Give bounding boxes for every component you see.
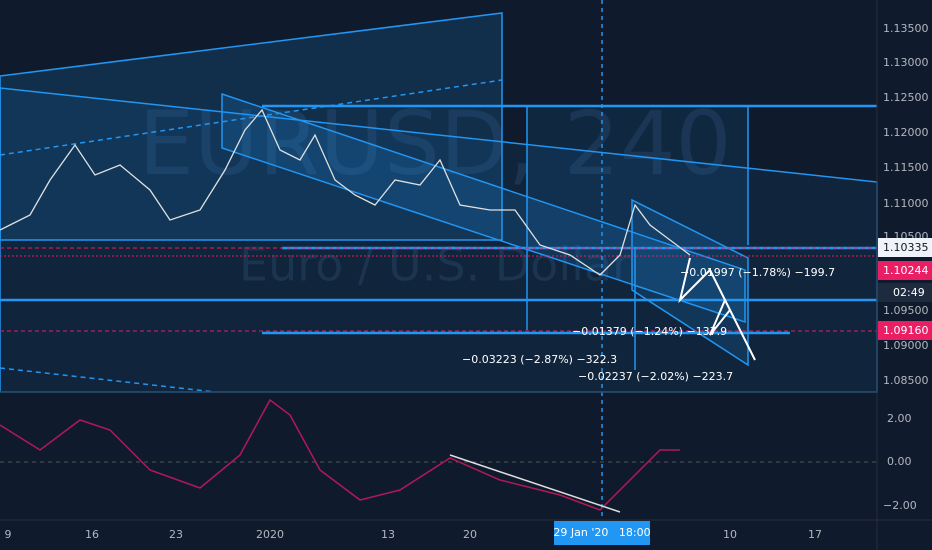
- crosshair-label: 29 Jan '20 18:00: [553, 526, 650, 539]
- tick-label: 1.13500: [883, 22, 929, 35]
- tick-label: 9: [5, 528, 12, 541]
- price-axis: 1.13500 1.13000 1.12500 1.12000 1.11500 …: [878, 22, 932, 387]
- tick-label: 2.00: [887, 412, 912, 425]
- channel: [0, 12, 503, 241]
- price-label: 02:49: [893, 286, 925, 299]
- watermark-name: Euro / U.S. Dollar: [239, 238, 631, 292]
- measure-label: −0.01997 (−1.78%) −199.7: [680, 266, 835, 279]
- channel: [221, 92, 746, 324]
- tick-label: 0.00: [887, 455, 912, 468]
- watermark-symbol: EURUSD, 240: [138, 92, 731, 195]
- mid-line: [0, 367, 216, 393]
- trend-arrow: [449, 454, 621, 513]
- measure-label: −0.02237 (−2.02%) −223.7: [578, 370, 733, 383]
- oscillator: [0, 398, 680, 511]
- range: [527, 106, 749, 246]
- tick-label: 23: [169, 528, 183, 541]
- measure-labels: −0.01997 (−1.78%) −199.7 −0.01379 (−1.24…: [462, 266, 835, 383]
- oscillator-axis: 2.00 0.00 −2.00: [883, 412, 917, 512]
- tick-label: 1.12000: [883, 126, 929, 139]
- measure-label: −0.01379 (−1.24%) −137.9: [572, 325, 727, 338]
- tick-label: 1.13000: [883, 56, 929, 69]
- drawings: [0, 0, 878, 520]
- price-label: 1.09160: [883, 324, 929, 337]
- crosshair-badge: [554, 521, 650, 545]
- tick-label: 1.09000: [883, 339, 929, 352]
- tick-label: 1.12500: [883, 91, 929, 104]
- time-axis: 9 16 23 2020 13 20 10 17 29 Jan '20 18:0…: [5, 521, 822, 545]
- price-label: 1.10335: [883, 241, 929, 254]
- tick-label: 2020: [256, 528, 284, 541]
- measure-label: −0.03223 (−2.87%) −322.3: [462, 353, 617, 366]
- tick-label: 1.09500: [883, 304, 929, 317]
- mid-line: [0, 79, 503, 156]
- projection: [678, 257, 756, 361]
- price-badge: [878, 283, 932, 302]
- tick-label: 1.11500: [883, 161, 929, 174]
- price-series: [0, 108, 691, 276]
- watermark: EURUSD, 240 Euro / U.S. Dollar: [138, 92, 731, 292]
- tick-label: 13: [381, 528, 395, 541]
- price-label: 1.10244: [883, 264, 929, 277]
- tick-label: 10: [723, 528, 737, 541]
- tick-label: 1.08500: [883, 374, 929, 387]
- price-badge: [878, 238, 932, 257]
- tick-label: 20: [463, 528, 477, 541]
- tick-label: 16: [85, 528, 99, 541]
- tick-label: 17: [808, 528, 822, 541]
- tick-label: 1.11000: [883, 197, 929, 210]
- price-badge: [878, 321, 932, 340]
- price-badge: [878, 261, 932, 280]
- tick-label: −2.00: [883, 499, 917, 512]
